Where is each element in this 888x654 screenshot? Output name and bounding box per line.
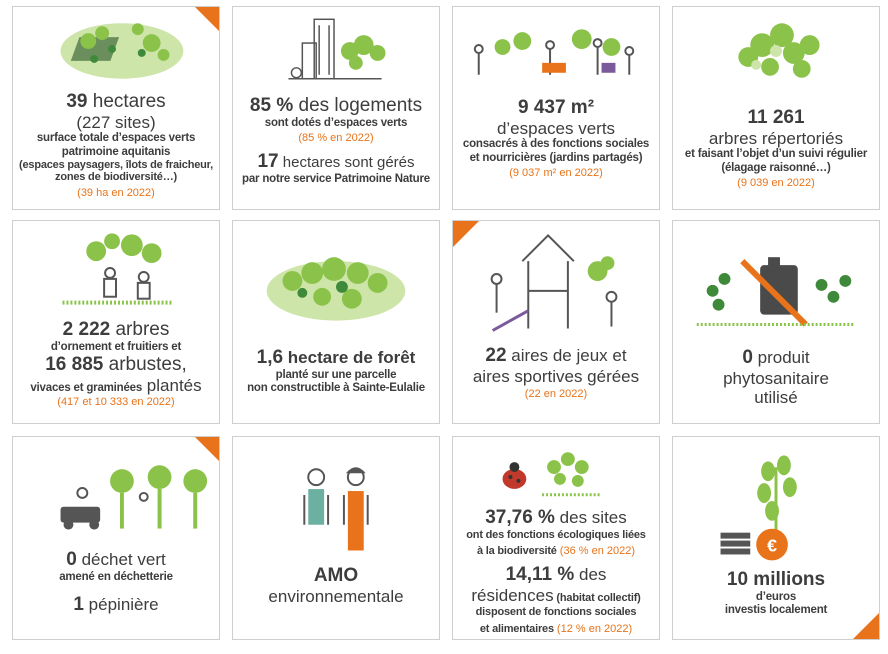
hectares-value: 39 <box>66 91 88 112</box>
tile-green-spaces-hectares: 39 hectares (227 sites) surface totale d… <box>12 6 220 210</box>
trees-icon <box>738 23 820 78</box>
shrubs-planted: plantés <box>142 375 202 395</box>
euro-plant-icon: € <box>720 455 797 561</box>
residences-label: des <box>574 564 607 584</box>
desc-line-2: patrimoine aquitanis <box>61 145 171 158</box>
tile-no-pesticide: 0 produit phytosanitaire utilisé <box>672 220 880 424</box>
shrubs-count: 16 885 <box>45 354 104 376</box>
residences-type: (habitat collectif) <box>553 591 641 604</box>
housing-label: des logements <box>293 95 423 116</box>
tile-biodiversity-residences: 37,76 % des sites ont des fonctions écol… <box>452 436 660 640</box>
gardeners-icon <box>62 233 172 305</box>
garden-area: 9 437 m² <box>517 97 595 118</box>
biodiversity-note: (36 % en 2022) <box>556 545 636 558</box>
tile-playgrounds: 22 aires de jeux et aires sportives géré… <box>452 220 660 424</box>
housing-percent: 85 % <box>249 95 294 116</box>
waste-label: déchet vert <box>76 550 166 569</box>
corner-marker <box>852 612 879 639</box>
desc-line-3: (espaces paysagers, îlots de fraicheur, <box>19 158 213 171</box>
tile-local-investment: € 10 millions d’euros investis localemen… <box>672 436 880 640</box>
euro-symbol: € <box>767 535 777 555</box>
residences-desc-1: disposent de fonctions sociales <box>475 606 637 619</box>
shrubs-label: arbustes, <box>103 354 187 376</box>
playgrounds-label-2: aires sportives gérées <box>472 366 640 386</box>
trees-note: (9 039 en 2022) <box>737 176 815 189</box>
biodiversity-desc-1: ont des fonctions écologiques liées <box>466 528 646 541</box>
tile-trees-listed: 11 261 arbres répertoriés et faisant l’o… <box>672 6 880 210</box>
mower-icon <box>60 465 208 530</box>
desc-line-1: surface totale d’espaces verts <box>36 132 196 145</box>
corner-marker <box>453 221 480 248</box>
waste-count: 0 <box>66 549 77 570</box>
managed-hectares: 17 <box>257 150 279 172</box>
forest-label: hectare de forêt <box>283 348 416 367</box>
trees-desc-1: et faisant l’objet d’un suivi régulier <box>684 148 868 161</box>
garden-desc-1: consacrés à des fonctions sociales <box>462 138 650 151</box>
forest-desc-2: non constructible à Sainte-Eulalie <box>247 382 425 395</box>
tile-shared-gardens: 9 437 m² d’espaces verts consacrés à des… <box>452 6 660 210</box>
residences-note: (12 % en 2022) <box>553 622 633 635</box>
residences-word: résidences <box>471 585 554 605</box>
desc-line-4: zones de biodiversité…) <box>55 171 177 184</box>
ladybug-plants-icon <box>502 452 602 497</box>
forest-area: 1,6 <box>256 347 284 368</box>
trees-planted-desc: d’ornement et fruitiers et <box>50 340 182 353</box>
investment-currency: d’euros <box>755 590 797 603</box>
amo-label: environnementale <box>268 586 404 606</box>
housing-desc: sont dotés d’espaces verts <box>264 116 408 129</box>
park-aerial-icon <box>60 23 184 79</box>
playground-icon <box>490 234 618 332</box>
managed-label: hectares sont gérés <box>278 153 415 171</box>
previous-year-note: (39 ha en 2022) <box>77 187 155 200</box>
forest-desc-1: planté sur une parcelle <box>275 368 397 381</box>
pesticide-label-3: utilisé <box>754 388 798 408</box>
no-pesticide-icon <box>696 257 856 327</box>
community-garden-icon <box>473 29 635 75</box>
residences-desc-2: et alimentaires <box>479 622 554 635</box>
tile-amo: AMO environnementale <box>232 436 440 640</box>
garden-note: (9 037 m² en 2022) <box>509 166 603 179</box>
biodiversity-desc-2: à la biodiversité <box>476 545 557 558</box>
hectares-unit: hectares <box>87 91 166 112</box>
shrubs-note: (417 et 10 333 en 2022) <box>57 396 175 409</box>
biodiversity-label: des sites <box>554 508 627 527</box>
playgrounds-count: 22 <box>485 345 507 366</box>
nursery-count: 1 <box>73 594 84 616</box>
pesticide-label-2: phytosanitaire <box>723 368 829 388</box>
corner-marker <box>194 437 219 462</box>
pesticide-count: 0 <box>742 347 753 368</box>
tile-forest-planted: 1,6 hectare de forêt planté sur une parc… <box>232 220 440 424</box>
playgrounds-note: (22 en 2022) <box>524 388 588 401</box>
garden-label: d’espaces verts <box>496 118 616 138</box>
waste-desc: amené en déchetterie <box>59 570 173 583</box>
trees-planted-count: 2 222 <box>62 319 111 340</box>
trees-label: arbres répertoriés <box>708 128 844 148</box>
tile-trees-shrubs-planted: 2 222 arbres d’ornement et fruitiers et … <box>12 220 220 424</box>
amo-title: AMO <box>313 565 359 586</box>
investment-amount: 10 millions <box>726 569 826 590</box>
sites-count: (227 sites) <box>76 112 156 132</box>
buildings-trees-icon <box>288 18 386 80</box>
nursery-label: pépinière <box>83 595 159 615</box>
playgrounds-label: aires de jeux et <box>506 346 627 365</box>
corner-marker <box>194 7 219 32</box>
housing-note: (85 % en 2022) <box>298 132 374 145</box>
shrubs-desc: vivaces et graminées <box>30 381 143 394</box>
garden-desc-2: et nourricières (jardins partagés) <box>469 151 643 164</box>
tile-green-waste: 0 déchet vert amené en déchetterie 1 pép… <box>12 436 220 640</box>
tile-housing-green-spaces: 85 % des logements sont dotés d’espaces … <box>232 6 440 210</box>
investment-desc: investis localement <box>724 604 828 617</box>
residences-percent: 14,11 % <box>505 563 575 585</box>
forest-icon <box>266 257 406 321</box>
managed-desc: par notre service Patrimoine Nature <box>242 172 430 185</box>
trees-count: 11 261 <box>747 107 805 128</box>
trees-desc-2: (élagage raisonné…) <box>721 161 831 174</box>
trees-planted-label: arbres <box>110 319 170 340</box>
biodiversity-percent: 37,76 % <box>485 507 555 528</box>
pesticide-label: produit <box>752 348 810 367</box>
workers-icon <box>303 467 369 551</box>
